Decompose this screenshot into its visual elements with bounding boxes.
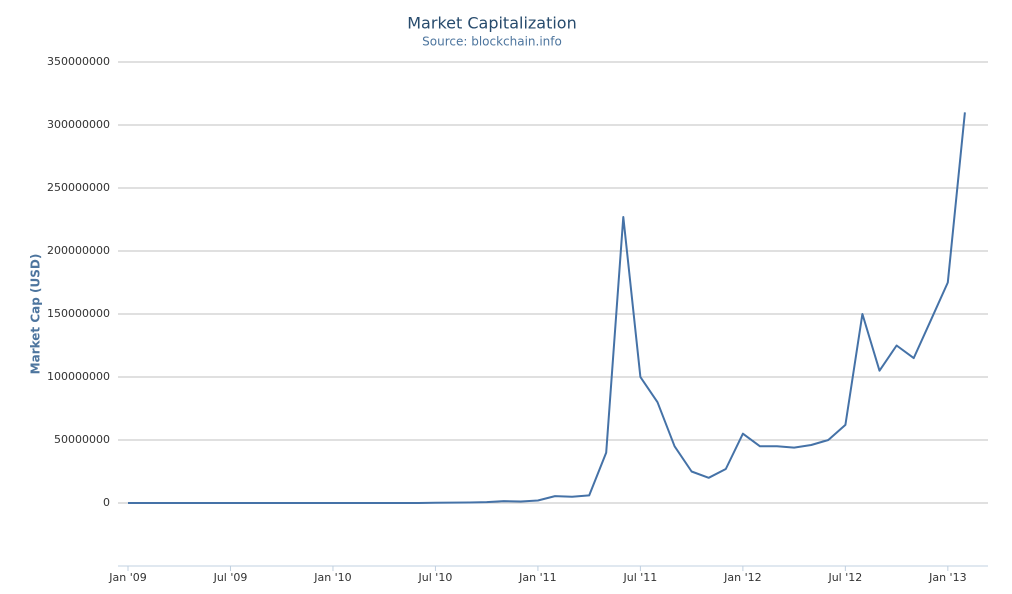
chart-title: Market Capitalization: [407, 14, 576, 33]
x-tick-label: Jan '10: [313, 571, 351, 584]
x-tick-label: Jul '10: [418, 571, 453, 584]
y-tick-label: 100000000: [47, 370, 110, 383]
y-tick-label: 150000000: [47, 307, 110, 320]
data-line: [128, 112, 966, 504]
y-tick-label: 200000000: [47, 244, 110, 257]
chart-subtitle: Source: blockchain.info: [422, 35, 562, 49]
y-tick-label: 250000000: [47, 181, 110, 194]
x-tick-label: Jan '09: [108, 571, 146, 584]
x-tick-label: Jul '11: [623, 571, 658, 584]
y-tick-label: 50000000: [54, 433, 110, 446]
x-tick-label: Jan '13: [928, 571, 966, 584]
y-tick-label: 0: [103, 496, 110, 509]
x-tick-label: Jul '12: [827, 571, 862, 584]
y-tick-label: 300000000: [47, 118, 110, 131]
x-tick-label: Jul '09: [213, 571, 248, 584]
y-tick-label: 350000000: [47, 55, 110, 68]
x-tick-label: Jan '12: [723, 571, 761, 584]
y-axis-title: Market Cap (USD): [29, 254, 43, 375]
x-tick-label: Jan '11: [518, 571, 556, 584]
